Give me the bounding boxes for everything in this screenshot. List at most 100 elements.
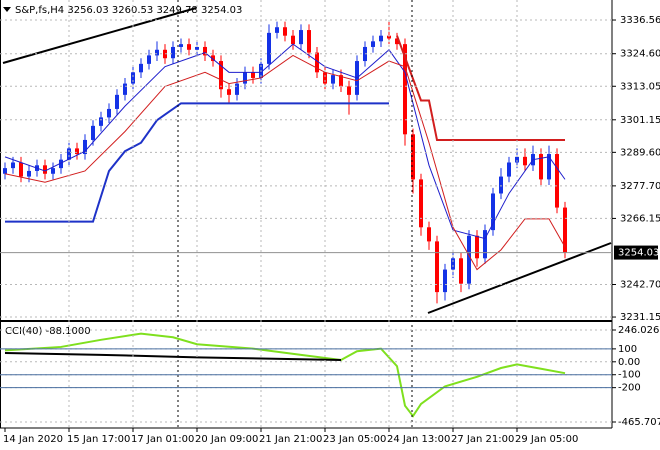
candle-body (123, 83, 127, 95)
candle-body (155, 49, 159, 56)
x-tick-label: 17 Jan 01:00 (131, 434, 194, 445)
candle-body (27, 170, 31, 177)
candle-body (331, 75, 335, 84)
symbol: S&P,fs,H4 (15, 5, 64, 16)
x-tick-label: 24 Jan 13:00 (387, 434, 450, 445)
candle-body (307, 30, 311, 53)
x-tick-label: 14 Jan 2020 (3, 434, 63, 445)
y-tick-label: 0.00 (618, 357, 640, 368)
candle-body (555, 154, 559, 208)
indicator-line (4, 54, 566, 271)
y-tick-label: 3289.60 (620, 147, 660, 158)
ohlc-close: 3254.03 (201, 5, 242, 16)
candle-body (459, 258, 463, 284)
candle-body (491, 193, 495, 231)
trendline (427, 242, 612, 314)
candle-body (315, 52, 319, 73)
candle-body (467, 235, 471, 284)
candle-body (115, 94, 119, 109)
y-tick-label: 100 (618, 344, 637, 355)
ohlc-low: 3249.78 (156, 5, 197, 16)
indicator-line (396, 35, 565, 141)
y-tick-label: -100 (618, 370, 641, 381)
candle-body (427, 227, 431, 242)
candle-body (539, 154, 543, 180)
y-tick-label: -200 (618, 383, 641, 394)
y-tick-label: 3231.15 (620, 312, 660, 323)
candle-body (371, 41, 375, 47)
x-tick-label: 21 Jan 21:00 (259, 434, 322, 445)
candle-body (499, 176, 503, 194)
candle-body (419, 179, 423, 228)
candle-body (283, 27, 287, 36)
y-tick-label: 3301.15 (620, 115, 660, 126)
menu-arrow[interactable] (3, 7, 11, 12)
candle-body (43, 165, 47, 174)
candle-body (547, 154, 551, 180)
candle-body (523, 156, 527, 166)
candle-body (59, 159, 63, 169)
y-tick-label: 3242.70 (620, 279, 660, 290)
candle-body (195, 46, 199, 50)
x-tick-label: 29 Jan 05:00 (515, 434, 578, 445)
candle-body (11, 162, 15, 169)
y-tick-label: 3266.15 (620, 213, 660, 224)
candle-body (99, 117, 103, 126)
candle-body (139, 63, 143, 73)
y-tick-label: 3336.56 (620, 15, 660, 26)
candle-body (411, 134, 415, 180)
candle-body (171, 46, 175, 59)
candle-body (131, 72, 135, 84)
y-tick-label: 3324.60 (620, 49, 660, 60)
candle-body (211, 55, 215, 62)
candle-body (107, 108, 111, 118)
candle-body (227, 89, 231, 95)
candle-body (75, 148, 79, 155)
candle-body (323, 72, 327, 84)
candle-body (403, 44, 407, 135)
candle-body (187, 44, 191, 50)
y-tick-label: 3277.70 (620, 181, 660, 192)
candle-body (251, 72, 255, 78)
candle-body (387, 35, 391, 39)
candle-body (483, 230, 487, 259)
candle-body (179, 44, 183, 47)
candle-body (51, 168, 55, 174)
candle-body (235, 83, 239, 95)
candle-body (147, 55, 151, 64)
x-tick-label: 15 Jan 17:00 (67, 434, 130, 445)
candle-body (435, 241, 439, 293)
candle-body (451, 258, 455, 270)
candle-body (379, 35, 383, 42)
candle-body (299, 30, 303, 45)
last-price-box (614, 245, 658, 260)
plot (3, 21, 567, 418)
indicator-title: CCI(40) -88.1000 (5, 326, 91, 337)
x-tick-label: 20 Jan 09:00 (195, 434, 258, 445)
y-tick-label: 246.026 (618, 325, 659, 336)
candle-body (83, 139, 87, 155)
candle-body (203, 46, 207, 56)
candle-body (243, 72, 247, 84)
ohlc-open: 3256.03 (67, 5, 108, 16)
candle-body (91, 125, 95, 140)
candle-body (395, 38, 399, 45)
candle-body (443, 269, 447, 293)
candle-body (219, 61, 223, 90)
candle-body (475, 235, 479, 259)
candle-body (515, 156, 519, 163)
candle-body (507, 162, 511, 177)
candle-body (19, 162, 23, 177)
candle-body (3, 168, 7, 174)
indicator-line (5, 102, 389, 223)
y-tick-label: -465.7074 (618, 417, 660, 428)
x-tick-label: 27 Jan 21:00 (451, 434, 514, 445)
indicator-line (4, 43, 566, 240)
candle-body (347, 86, 351, 95)
candle-body (275, 27, 279, 33)
header: S&P,fs,H4 3256.03 3260.53 3249.78 3254.0… (15, 5, 242, 16)
candle-body (291, 35, 295, 45)
candle-body (267, 32, 271, 64)
y-tick-label: 3313.05 (620, 81, 660, 92)
